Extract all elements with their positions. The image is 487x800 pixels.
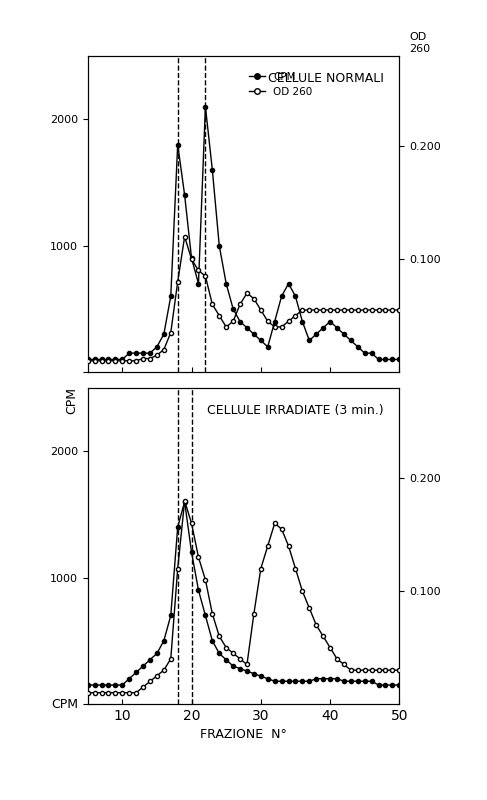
Text: CPM: CPM: [51, 698, 78, 710]
X-axis label: FRAZIONE  N°: FRAZIONE N°: [200, 729, 287, 742]
Legend: CPM, OD 260: CPM, OD 260: [245, 67, 317, 101]
Text: CELLULE IRRADIATE (3 min.): CELLULE IRRADIATE (3 min.): [207, 404, 384, 417]
Text: OD
260: OD 260: [409, 32, 430, 54]
Text: CELLULE NORMALI: CELLULE NORMALI: [268, 72, 384, 85]
Text: CPM: CPM: [65, 386, 78, 414]
